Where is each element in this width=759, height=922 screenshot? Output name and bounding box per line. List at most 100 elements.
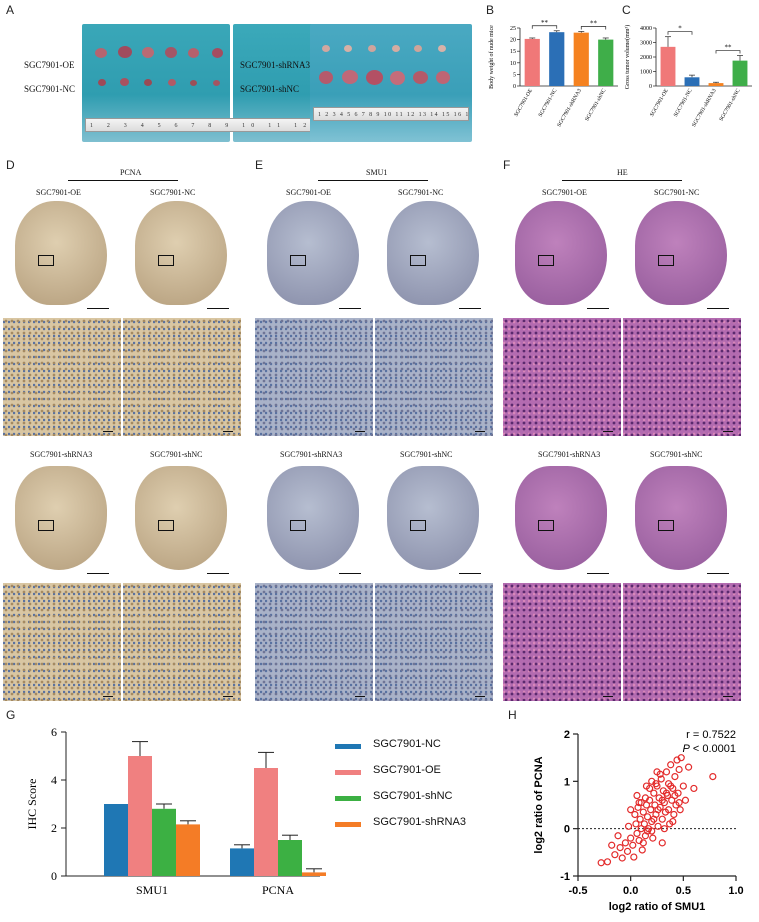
y-tick-label: 25	[510, 26, 516, 32]
x-tick-label: SGC7901-OE	[649, 87, 670, 117]
scatter-point	[633, 829, 641, 838]
bar	[598, 39, 614, 86]
y-tick-label: 2000	[640, 55, 652, 61]
label-nc: SGC7901-NC	[24, 84, 76, 94]
tissue-slice	[635, 466, 727, 570]
bar	[254, 768, 278, 876]
y-tick-label: 0	[513, 84, 516, 90]
scatter-point	[650, 789, 658, 797]
scatter-point	[623, 847, 632, 855]
sig-stars: **	[725, 44, 733, 52]
x-tick-label: SGC7901-OE	[513, 87, 534, 117]
scatter-point	[629, 841, 637, 849]
scatter-point	[642, 782, 651, 790]
scatter-point	[627, 834, 635, 842]
y-tick-label: 2	[51, 821, 57, 835]
panel-label-c: C	[622, 3, 631, 17]
ruler-right: 1 2 3 4 5 6 7 8 9 10 11 12 13 14 15 16 1…	[313, 107, 469, 121]
y-axis-label: log2 ratio of PCNA	[533, 756, 545, 853]
chart-g: 0 2 4 6 IHC Score SMU1 PCNA	[25, 725, 326, 897]
tissue-slice	[387, 201, 479, 305]
chart-h: -1 0 1 2 -0.5 0.0 0.5 1.0 log2 ratio of SMU1 log2…	[533, 729, 744, 913]
scatter-point	[597, 859, 605, 867]
panel-label-a: A	[6, 3, 15, 17]
scatter-point	[621, 839, 630, 847]
scatter-point	[664, 806, 673, 814]
panel-label-f: F	[503, 158, 511, 172]
tumor-photo-right	[310, 24, 472, 142]
scatter-point	[675, 799, 683, 807]
bar	[524, 38, 540, 86]
micrograph	[3, 318, 121, 436]
scatter-point	[650, 815, 658, 823]
scatter-point	[670, 810, 678, 819]
scatter-point	[638, 846, 646, 854]
stain-label-e: SMU1	[366, 168, 388, 177]
bar	[732, 60, 748, 86]
y-tick-label: 0	[564, 824, 570, 836]
stat-r: r = 0.7522	[686, 729, 736, 741]
scatter-point	[668, 796, 676, 804]
d-bottom-right-label: SGC7901-shNC	[150, 450, 203, 459]
f-bottom-left-label: SGC7901-shRNA3	[538, 450, 601, 459]
scatter-point	[662, 789, 671, 797]
micrograph	[375, 318, 493, 436]
sig-bracket	[580, 26, 607, 30]
scatter-point	[658, 815, 666, 823]
tissue-slice	[515, 466, 607, 570]
tissue-slice	[135, 201, 227, 305]
x-tick-label: -0.5	[569, 885, 588, 897]
scatter-point	[633, 791, 641, 800]
x-tick-label: SGC7901-shRNA3	[556, 88, 583, 128]
x-tick-label: SGC7901-NC	[538, 88, 559, 118]
scatter-point	[632, 820, 640, 828]
scatter-point	[660, 825, 668, 833]
y-tick-label: 1	[564, 776, 570, 788]
bar	[230, 848, 254, 876]
scatter-point	[637, 799, 645, 807]
x-tick-label: SGC7901-NC	[673, 88, 694, 118]
e-bottom-right-label: SGC7901-shNC	[400, 450, 453, 459]
scatter-point	[690, 784, 698, 793]
y-tick-label: 4	[51, 773, 57, 787]
scatter-point	[611, 851, 619, 859]
micrograph	[123, 583, 241, 701]
f-bottom-right-label: SGC7901-shNC	[650, 450, 703, 459]
y-tick-label: 2	[564, 729, 570, 741]
y-tick-label: 4000	[640, 26, 652, 32]
sig-bracket	[531, 25, 558, 29]
scatter-point	[648, 827, 656, 835]
x-tick-label: 0.0	[623, 885, 638, 897]
scatter-point	[630, 853, 638, 861]
panel-label-d: D	[6, 158, 15, 172]
bar	[549, 32, 565, 86]
x-tick-label: PCNA	[262, 883, 294, 897]
micrograph	[623, 583, 741, 701]
x-tick-label: SGC7901-shRNA3	[691, 88, 718, 128]
bar	[708, 83, 724, 86]
scatter-point	[654, 806, 662, 814]
legend-oe: SGC7901-OE	[373, 764, 441, 776]
x-tick-label: 0.5	[676, 885, 691, 897]
scatter-point	[667, 761, 675, 769]
scatter-point	[679, 782, 687, 790]
micrograph	[503, 583, 621, 701]
micrograph	[255, 583, 373, 701]
bar	[128, 756, 152, 876]
bar	[104, 804, 128, 876]
scatter-point	[643, 827, 652, 835]
scatter-point	[637, 825, 645, 833]
bar	[302, 872, 326, 876]
x-tick-label: 1.0	[728, 885, 743, 897]
panel-label-b: B	[486, 3, 495, 17]
e-top-left-label: SGC7901-OE	[286, 188, 331, 197]
scatter-point	[671, 772, 679, 781]
scatter-point	[685, 763, 693, 771]
bar	[152, 808, 176, 876]
scatter-point	[681, 796, 690, 804]
scatter-point	[675, 765, 683, 774]
sig-stars: *	[678, 25, 682, 33]
scatter-point	[608, 841, 616, 849]
scatter-point	[654, 822, 662, 830]
scatter-point	[614, 832, 622, 840]
